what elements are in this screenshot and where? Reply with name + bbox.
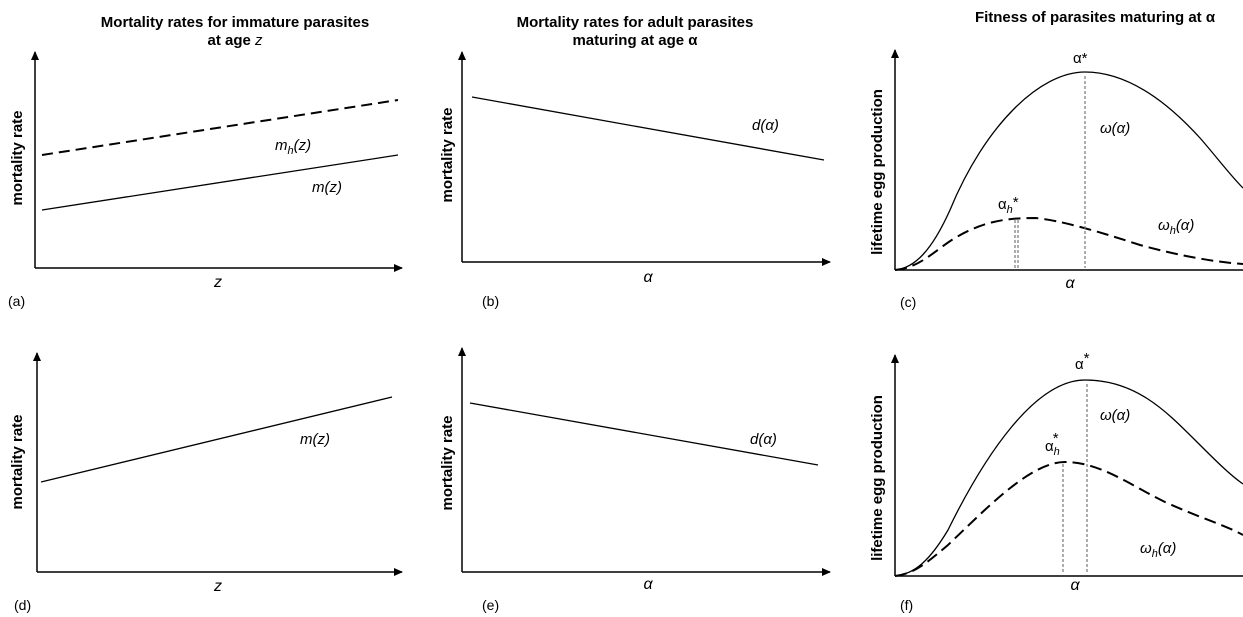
panel-f-label-omega: ω(α)	[1100, 407, 1130, 424]
panel-c-label-omega-h-sub: h	[1170, 225, 1176, 237]
panel-a: mortality rate z mh(z) m(z) (a)	[8, 51, 403, 309]
panel-f-label-opt-h-sup: *	[1053, 430, 1059, 447]
panel-c-label-opt: α*	[1073, 50, 1088, 67]
panel-f-curve-omega	[894, 379, 1243, 577]
title-col2-line1: Mortality rates for adult parasites	[516, 14, 754, 31]
panel-f-label-opt-main: α	[1075, 356, 1084, 373]
panel-e-curve-d	[469, 402, 819, 466]
panel-c-y-label: lifetime egg production	[869, 89, 886, 255]
panel-d-label-m: m(z)	[300, 431, 330, 448]
panel-a-label-mh: mh(z)	[275, 137, 311, 157]
panel-a-y-label: mortality rate	[9, 110, 26, 205]
panel-a-label-m: m(z)	[312, 179, 342, 196]
title-col1-line1: Mortality rates for immature parasites	[100, 14, 370, 31]
title-col1-line2: at age	[207, 32, 251, 49]
panel-b-y-label: mortality rate	[439, 107, 456, 202]
panel-d-letter: (d)	[14, 597, 31, 613]
panel-a-label-mh-sub: h	[288, 145, 294, 157]
panel-b-label-d: d(α)	[752, 117, 779, 134]
panel-c-x-label: α	[1065, 275, 1075, 292]
panel-b: mortality rate α d(α) (b)	[439, 51, 831, 309]
title-col3: Fitness of parasites maturing at α	[955, 9, 1235, 27]
panel-b-curve-d	[471, 96, 825, 161]
panel-a-curve-m	[41, 154, 399, 211]
panel-a-x-label: z	[213, 274, 222, 291]
panel-f-label-opt-sup: *	[1084, 350, 1090, 367]
title-col1-var: z	[255, 32, 263, 49]
panel-c-letter: (c)	[900, 294, 916, 310]
panel-d-y-label: mortality rate	[9, 414, 26, 509]
title-col1: Mortality rates for immature parasites a…	[70, 14, 400, 50]
panel-f-label-opt: α*	[1075, 350, 1090, 373]
panel-c-curve-omega-h	[894, 216, 1243, 271]
panel-e-y-label: mortality rate	[439, 415, 456, 510]
title-col2: Mortality rates for adult parasites matu…	[485, 14, 785, 50]
panel-e-label-d: d(α)	[750, 431, 777, 448]
panel-c-label-omega-h-main: ω	[1158, 217, 1170, 234]
panel-c-label-omega-h-arg: (α)	[1176, 217, 1195, 234]
panel-f-letter: (f)	[900, 597, 913, 613]
panel-e: mortality rate α d(α) (e)	[439, 347, 831, 613]
panel-f-curve-omega-h	[894, 460, 1243, 577]
panel-c-curve-omega	[894, 71, 1243, 271]
panel-a-label-mh-arg: (z)	[294, 137, 312, 154]
panel-f: lifetime egg production α α* αh* ω(α) ωh…	[869, 350, 1243, 613]
panel-f-label-opt-h: αh*	[1045, 430, 1060, 458]
panel-a-letter: (a)	[8, 293, 25, 309]
panel-f-label-omega-h: ωh(α)	[1140, 540, 1176, 560]
panel-e-x-label: α	[643, 576, 653, 593]
panel-c: lifetime egg production α α* αh* ω(α) ωh…	[869, 49, 1243, 310]
panel-c-label-opt-h-sub: h	[1007, 204, 1013, 216]
panel-f-label-opt-h-sub: h	[1054, 446, 1060, 458]
panel-a-curve-mh	[41, 99, 399, 156]
panel-f-label-omega-h-sub: h	[1152, 548, 1158, 560]
title-col3-line1: Fitness of parasites maturing at α	[974, 9, 1216, 26]
panel-f-label-omega-h-arg: (α)	[1158, 540, 1177, 557]
panel-b-letter: (b)	[482, 293, 499, 309]
panel-c-label-omega-h: ωh(α)	[1158, 217, 1194, 237]
panel-f-label-omega-h-main: ω	[1140, 540, 1152, 557]
panel-b-x-label: α	[643, 269, 653, 286]
panel-c-label-omega: ω(α)	[1100, 120, 1130, 137]
panel-a-label-mh-main: m	[275, 137, 288, 154]
panel-c-label-opt-h-sup: *	[1013, 194, 1019, 211]
panel-c-label-opt-h-main: α	[998, 196, 1007, 213]
panel-d-curve-m	[40, 396, 393, 483]
panel-d: mortality rate z m(z) (d)	[9, 352, 403, 613]
panel-c-label-opt-h: αh*	[998, 194, 1019, 216]
panel-d-x-label: z	[213, 578, 222, 595]
panel-f-x-label: α	[1070, 577, 1080, 594]
panel-f-label-opt-h-main: α	[1045, 438, 1054, 455]
title-col2-line2: maturing at age α	[572, 32, 698, 49]
panel-f-y-label: lifetime egg production	[869, 395, 886, 561]
panel-e-letter: (e)	[482, 597, 499, 613]
